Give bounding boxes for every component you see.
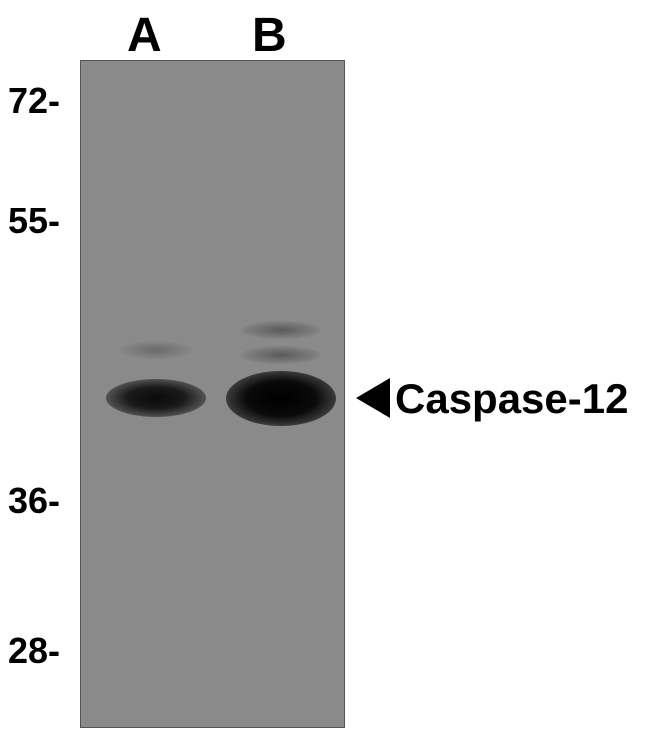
band-lane-b-faint-upper <box>241 321 321 339</box>
mw-marker-72: 72- <box>8 80 60 122</box>
band-lane-a-main <box>106 379 206 417</box>
protein-label: Caspase-12 <box>395 375 628 423</box>
western-blot-membrane <box>80 60 345 728</box>
lane-label-b: B <box>252 8 287 63</box>
band-lane-b-main <box>226 371 336 426</box>
mw-marker-36: 36- <box>8 480 60 522</box>
arrowhead-icon <box>356 378 390 418</box>
band-lane-b-faint-lower <box>241 346 321 364</box>
mw-marker-55: 55- <box>8 200 60 242</box>
band-lane-a-faint <box>121 341 191 359</box>
lane-label-a: A <box>127 8 162 63</box>
figure-container: A B 72- 55- 36- 28- Caspase-12 <box>0 0 650 755</box>
mw-marker-28: 28- <box>8 630 60 672</box>
